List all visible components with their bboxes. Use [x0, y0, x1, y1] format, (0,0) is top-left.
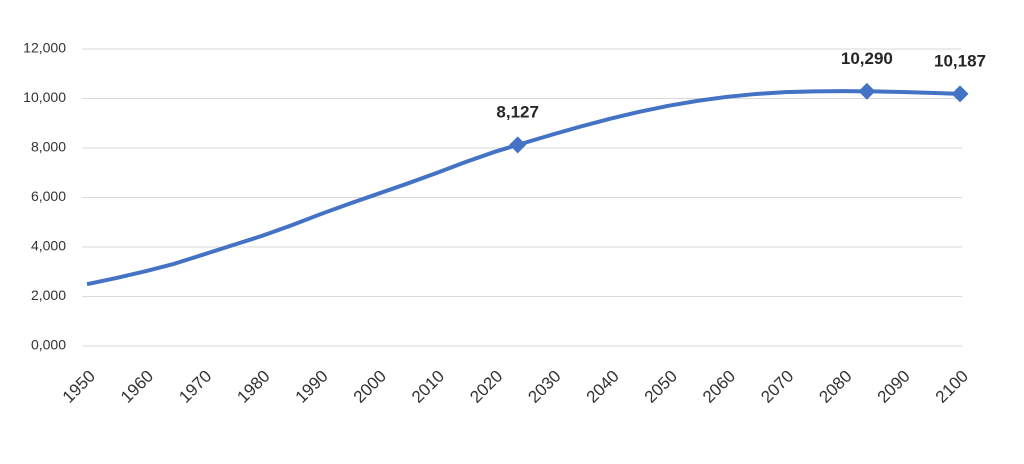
x-tick-label: 2100: [932, 367, 972, 407]
x-tick-label: 2030: [524, 367, 564, 407]
marker: [858, 82, 876, 100]
x-tick-label: 1960: [117, 367, 157, 407]
x-tick-label: 2020: [466, 367, 506, 407]
marker: [951, 85, 969, 103]
x-tick-label: 2010: [408, 367, 448, 407]
y-tick-label: 12,000: [23, 40, 66, 56]
line: [86, 89, 961, 287]
x-tick-label: 1970: [175, 367, 215, 407]
y-tick-label: 6,000: [31, 188, 66, 204]
x-tick-label: 2050: [641, 367, 681, 407]
x-tick-label: 1990: [292, 367, 332, 407]
x-tick-label: 2060: [699, 367, 739, 407]
x-tick-label: 2070: [757, 367, 797, 407]
marker: [509, 136, 527, 154]
y-tick-label: 2,000: [31, 287, 66, 303]
data-label: 8,127: [496, 102, 539, 121]
x-tick-label: 1980: [233, 367, 273, 407]
x-tick-label: 2080: [815, 367, 855, 407]
x-tick-label: 2040: [583, 367, 623, 407]
data-label: 10,187: [934, 51, 986, 70]
x-tick-label: 1950: [59, 367, 99, 407]
y-tick-label: 8,000: [31, 139, 66, 155]
x-tick-label: 2090: [874, 367, 914, 407]
y-tick-label: 4,000: [31, 238, 66, 254]
y-tick-label: 0,000: [31, 337, 66, 353]
data-label: 10,290: [841, 49, 893, 68]
x-tick-label: 2000: [350, 367, 390, 407]
y-tick-label: 10,000: [23, 89, 66, 105]
